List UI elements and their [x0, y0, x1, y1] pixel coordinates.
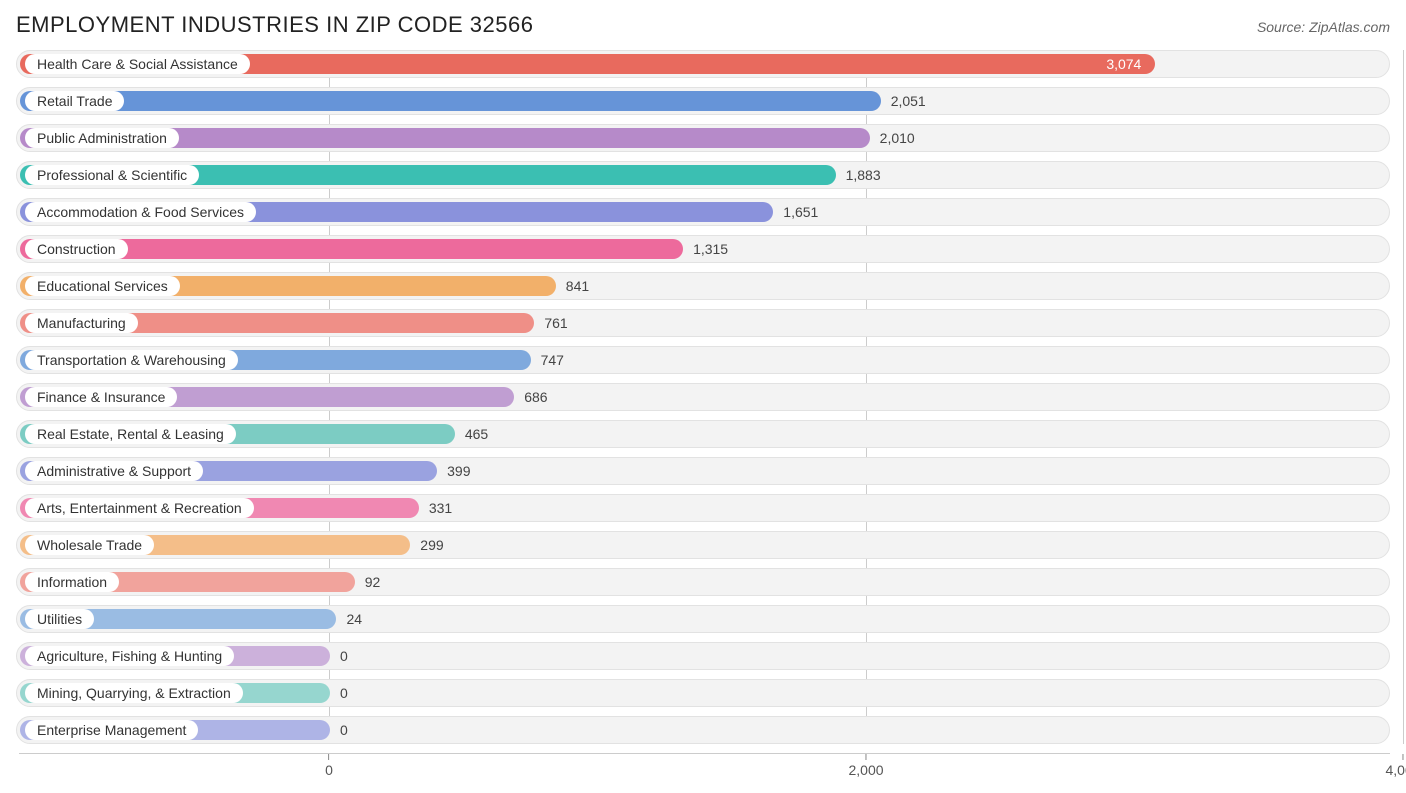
value-label: 331: [419, 495, 452, 521]
bar-row: Administrative & Support 399: [16, 457, 1390, 485]
bar-row: Utilities 24: [16, 605, 1390, 633]
axis-tick: 2,000: [848, 754, 883, 778]
category-label: Educational Services: [25, 276, 180, 296]
source-name: ZipAtlas.com: [1309, 19, 1390, 35]
value-label: 0: [330, 680, 348, 706]
category-label: Public Administration: [25, 128, 179, 148]
category-label: Enterprise Management: [25, 720, 198, 740]
category-label: Real Estate, Rental & Leasing: [25, 424, 236, 444]
value-label: 1,883: [836, 162, 881, 188]
value-label: 299: [410, 532, 443, 558]
category-label: Agriculture, Fishing & Hunting: [25, 646, 234, 666]
axis-tick: 0: [325, 754, 333, 778]
bar-row: Wholesale Trade 299: [16, 531, 1390, 559]
value-label: 92: [355, 569, 381, 595]
category-label: Wholesale Trade: [25, 535, 154, 555]
bar-row: Real Estate, Rental & Leasing 465: [16, 420, 1390, 448]
bar-row: Mining, Quarrying, & Extraction 0: [16, 679, 1390, 707]
bar-row: Finance & Insurance 686: [16, 383, 1390, 411]
category-label: Administrative & Support: [25, 461, 203, 481]
value-label: 0: [330, 717, 348, 743]
value-label: 465: [455, 421, 488, 447]
tick-mark: [328, 754, 329, 760]
chart-header: EMPLOYMENT INDUSTRIES IN ZIP CODE 32566 …: [16, 12, 1390, 38]
bar-row: Construction 1,315: [16, 235, 1390, 263]
source-prefix: Source:: [1257, 19, 1305, 35]
employment-bar-chart: Health Care & Social Assistance3,074 Reta…: [16, 50, 1390, 781]
x-axis: 02,0004,000: [19, 753, 1390, 781]
category-label: Information: [25, 572, 119, 592]
value-label: 1,315: [683, 236, 728, 262]
category-label: Transportation & Warehousing: [25, 350, 238, 370]
bar-row: Professional & Scientific 1,883: [16, 161, 1390, 189]
bar-fill: [20, 91, 881, 111]
category-label: Mining, Quarrying, & Extraction: [25, 683, 243, 703]
value-label: 399: [437, 458, 470, 484]
chart-title: EMPLOYMENT INDUSTRIES IN ZIP CODE 32566: [16, 12, 534, 38]
bar-row: Retail Trade 2,051: [16, 87, 1390, 115]
grid-line: [1403, 50, 1404, 744]
bar-row: Agriculture, Fishing & Hunting 0: [16, 642, 1390, 670]
value-label: 2,051: [881, 88, 926, 114]
value-label: 841: [556, 273, 589, 299]
value-label: 1,651: [773, 199, 818, 225]
category-label: Professional & Scientific: [25, 165, 199, 185]
bar-row: Accommodation & Food Services 1,651: [16, 198, 1390, 226]
bar-row: Manufacturing 761: [16, 309, 1390, 337]
category-label: Retail Trade: [25, 91, 124, 111]
tick-mark: [865, 754, 866, 760]
category-label: Arts, Entertainment & Recreation: [25, 498, 254, 518]
bar-row: Public Administration 2,010: [16, 124, 1390, 152]
bar-row: Arts, Entertainment & Recreation 331: [16, 494, 1390, 522]
axis-tick: 4,000: [1385, 754, 1406, 778]
value-label: 3,074: [17, 51, 1155, 77]
value-label: 24: [336, 606, 362, 632]
bar-row: Health Care & Social Assistance3,074: [16, 50, 1390, 78]
value-label: 0: [330, 643, 348, 669]
value-label: 2,010: [870, 125, 915, 151]
value-label: 761: [534, 310, 567, 336]
bar-row: Educational Services 841: [16, 272, 1390, 300]
category-label: Accommodation & Food Services: [25, 202, 256, 222]
category-label: Finance & Insurance: [25, 387, 177, 407]
value-label: 686: [514, 384, 547, 410]
tick-mark: [1402, 754, 1403, 760]
bar-row: Information 92: [16, 568, 1390, 596]
bar-row: Transportation & Warehousing 747: [16, 346, 1390, 374]
chart-source: Source: ZipAtlas.com: [1257, 19, 1390, 35]
value-label: 747: [531, 347, 564, 373]
category-label: Utilities: [25, 609, 94, 629]
category-label: Manufacturing: [25, 313, 138, 333]
bar-row: Enterprise Management 0: [16, 716, 1390, 744]
chart-rows: Health Care & Social Assistance3,074 Reta…: [16, 50, 1390, 744]
category-label: Construction: [25, 239, 128, 259]
